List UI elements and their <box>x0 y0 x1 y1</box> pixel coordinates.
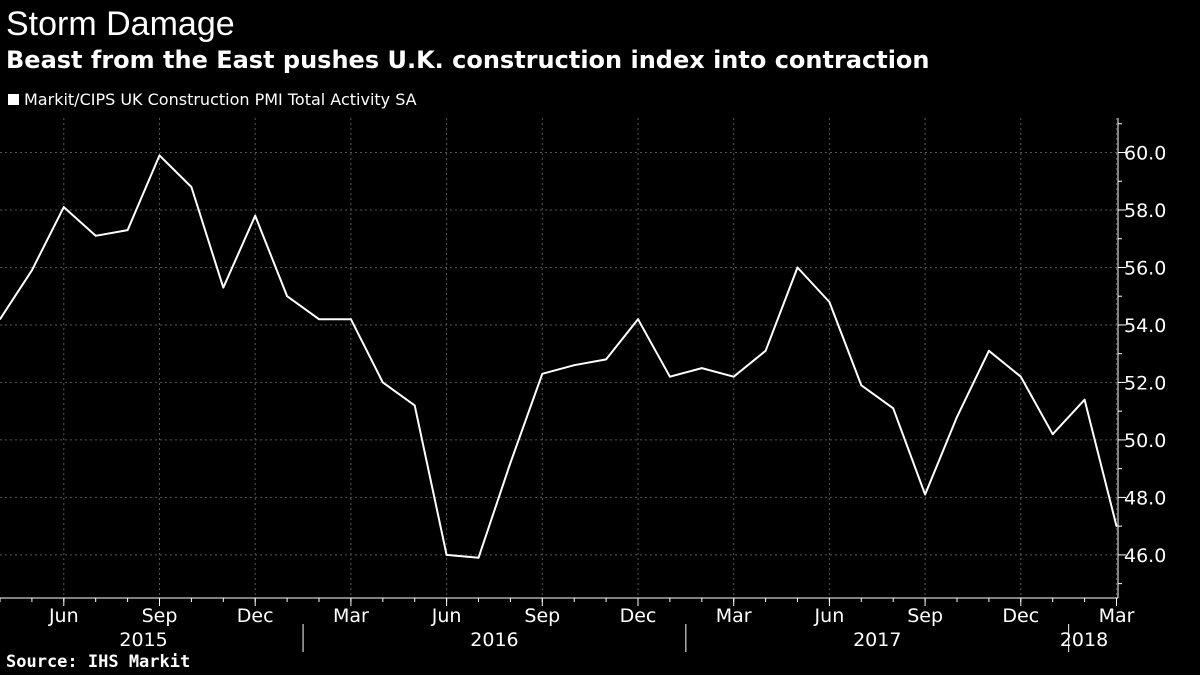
chart-subtitle: Beast from the East pushes U.K. construc… <box>6 46 930 74</box>
x-tick-label: Dec <box>620 605 657 627</box>
data-point <box>669 375 671 378</box>
data-point <box>860 384 863 387</box>
legend-label: Markit/CIPS UK Construction PMI Total Ac… <box>24 90 417 109</box>
data-point <box>126 229 129 231</box>
data-point <box>796 266 799 269</box>
data-point <box>222 286 225 289</box>
x-tick-label: Sep <box>524 605 560 627</box>
data-point <box>637 318 639 320</box>
data-point <box>318 318 320 320</box>
data-point <box>828 301 831 303</box>
data-point <box>190 186 193 188</box>
data-point <box>732 375 735 378</box>
data-point <box>956 416 958 418</box>
x-axis-ticks: Jun Sep Dec Mar Jun Sep Dec Mar Jun Sep Dec Mar <box>0 598 1135 627</box>
data-point <box>605 358 607 361</box>
legend: Markit/CIPS UK Construction PMI Total Ac… <box>8 90 417 109</box>
legend-swatch <box>8 94 19 105</box>
y-tick-label: 58.0 <box>1124 200 1166 222</box>
year-label: 2017 <box>853 629 901 651</box>
x-tick-label: Mar <box>716 605 752 627</box>
data-point <box>509 462 512 464</box>
y-tick-label: 50.0 <box>1124 430 1166 452</box>
y-axis-ticks: 46.0 48.0 50.0 52.0 54.0 56.0 58.0 60.0 <box>1118 123 1166 585</box>
y-tick-label: 60.0 <box>1124 142 1166 164</box>
data-point <box>350 318 352 320</box>
data-point <box>0 318 1 320</box>
y-tick-label: 54.0 <box>1124 315 1166 337</box>
x-tick-label: Mar <box>1099 605 1135 627</box>
year-label: 2018 <box>1060 629 1108 651</box>
x-tick-label: Mar <box>333 605 369 627</box>
data-point <box>892 407 894 410</box>
y-tick-label: 56.0 <box>1124 257 1166 279</box>
data-point <box>413 404 416 407</box>
axes <box>0 118 1119 599</box>
year-labels: 2015 2016 2017 2018 <box>119 624 1108 652</box>
x-tick-label: Sep <box>907 605 943 627</box>
x-tick-label: Jun <box>814 605 845 627</box>
x-tick-label: Dec <box>1002 605 1039 627</box>
data-point <box>286 295 288 298</box>
data-point <box>1051 433 1054 435</box>
x-tick-label: Jun <box>431 605 462 627</box>
series-line-construction-pmi <box>0 154 1118 559</box>
data-point <box>701 367 703 369</box>
data-point <box>63 206 65 208</box>
data-point <box>477 556 480 559</box>
data-point <box>1083 398 1086 401</box>
x-tick-label: Jun <box>48 605 79 627</box>
chart-title: Storm Damage <box>6 5 235 43</box>
data-point <box>445 554 448 556</box>
data-point <box>31 269 33 272</box>
data-point <box>382 381 384 384</box>
year-label: 2016 <box>470 629 518 651</box>
x-tick-label: Sep <box>142 605 178 627</box>
gridlines <box>0 118 1118 598</box>
data-point <box>1115 525 1118 527</box>
y-tick-label: 48.0 <box>1124 487 1166 509</box>
data-point <box>573 364 575 366</box>
year-label: 2015 <box>119 629 167 651</box>
x-tick-label: Dec <box>237 605 274 627</box>
data-point <box>924 493 926 496</box>
data-point <box>254 214 256 217</box>
data-point <box>1020 375 1022 378</box>
data-point <box>94 235 97 237</box>
y-tick-label: 52.0 <box>1124 372 1166 394</box>
data-point <box>541 373 544 375</box>
source-note: Source: IHS Markit <box>6 652 191 672</box>
y-tick-label: 46.0 <box>1124 545 1166 567</box>
data-point <box>764 350 767 352</box>
series-group <box>0 154 1118 559</box>
data-point <box>158 154 161 157</box>
data-point <box>988 350 990 352</box>
